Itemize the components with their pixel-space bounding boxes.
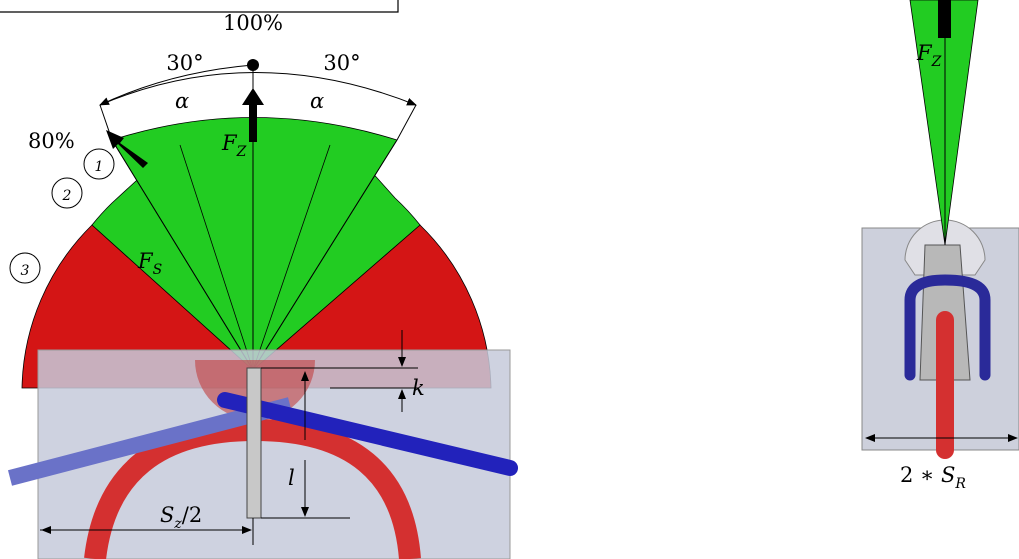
label: 30° xyxy=(166,51,203,75)
circle-marker xyxy=(9,252,41,284)
label: α xyxy=(175,89,189,113)
label: 1 xyxy=(95,159,104,175)
label: FZ xyxy=(221,131,247,160)
circle-marker xyxy=(51,177,83,209)
label: FS xyxy=(137,249,162,278)
frame xyxy=(0,0,399,13)
label: 100% xyxy=(223,11,283,35)
blue-tube xyxy=(217,392,518,476)
label: FZ xyxy=(916,41,942,70)
pivot xyxy=(247,59,259,71)
label: 2 ∗ SR xyxy=(900,463,966,492)
label: 30° xyxy=(323,51,360,75)
angle-arc xyxy=(99,72,417,106)
force-arrow xyxy=(938,0,951,38)
label: l xyxy=(288,466,295,490)
label: 80% xyxy=(28,129,75,153)
angle-arc xyxy=(99,64,254,106)
blue-tube xyxy=(904,274,991,381)
force-arrow xyxy=(242,88,264,142)
pin xyxy=(246,367,262,519)
label: k xyxy=(412,376,425,400)
label: 2 xyxy=(62,188,72,204)
label: Sz/2 xyxy=(160,503,202,532)
label: α xyxy=(310,89,324,113)
circle-marker xyxy=(83,148,115,180)
label: 3 xyxy=(21,263,30,279)
extension-line xyxy=(396,104,417,141)
fan xyxy=(21,65,492,389)
fan xyxy=(909,0,979,246)
force-arrow xyxy=(106,130,148,168)
blue-tube xyxy=(7,397,293,486)
